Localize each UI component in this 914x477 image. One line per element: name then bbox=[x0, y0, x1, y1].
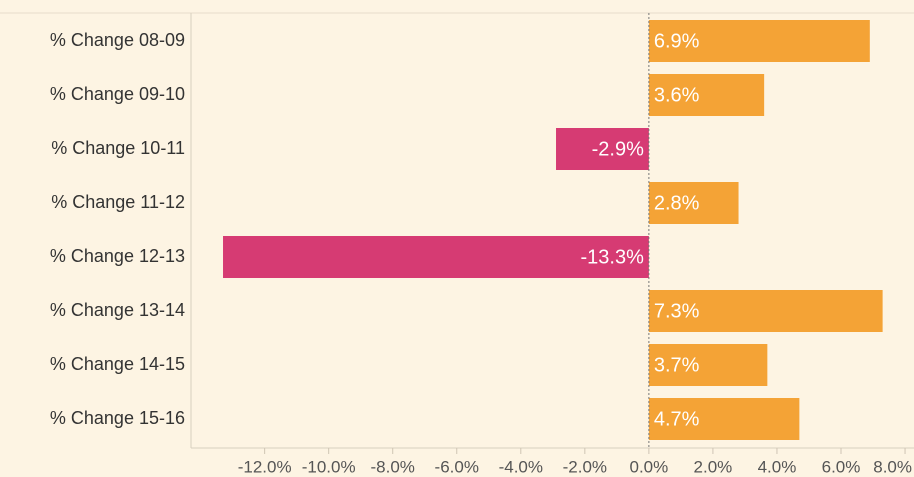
x-tick-label: -4.0% bbox=[499, 457, 543, 476]
x-tick-label: -6.0% bbox=[435, 457, 479, 476]
category-label: % Change 11-12 bbox=[51, 192, 185, 212]
x-tick-label: -2.0% bbox=[563, 457, 607, 476]
category-label: % Change 09-10 bbox=[50, 84, 185, 104]
bar bbox=[648, 344, 768, 386]
x-tick-label: -12.0% bbox=[238, 457, 292, 476]
category-label: % Change 10-11 bbox=[51, 138, 185, 158]
category-label: % Change 13-14 bbox=[50, 300, 185, 320]
bar bbox=[648, 290, 883, 332]
value-label: 6.9% bbox=[654, 30, 700, 52]
x-tick-label: -8.0% bbox=[371, 457, 415, 476]
value-label: -13.3% bbox=[581, 246, 645, 268]
value-label: 2.8% bbox=[654, 192, 700, 214]
x-tick-label: 4.0% bbox=[758, 457, 797, 476]
bar bbox=[648, 182, 739, 224]
category-label: % Change 12-13 bbox=[50, 246, 185, 266]
x-tick-label: 6.0% bbox=[822, 457, 861, 476]
bar bbox=[648, 20, 870, 62]
value-label: -2.9% bbox=[592, 138, 644, 160]
category-label: % Change 14-15 bbox=[50, 354, 185, 374]
x-tick-label: -10.0% bbox=[302, 457, 356, 476]
x-tick-label: 0.0% bbox=[630, 457, 669, 476]
value-label: 7.3% bbox=[654, 300, 700, 322]
bar bbox=[223, 236, 649, 278]
category-label: % Change 08-09 bbox=[50, 30, 185, 50]
bar bbox=[556, 128, 649, 170]
category-label: % Change 15-16 bbox=[50, 408, 185, 428]
bar bbox=[648, 74, 765, 116]
x-tick-label: 8.0% bbox=[873, 457, 912, 476]
value-label: 3.6% bbox=[654, 84, 700, 106]
value-label: 4.7% bbox=[654, 408, 700, 430]
x-tick-label: 2.0% bbox=[694, 457, 733, 476]
bar bbox=[648, 398, 800, 440]
value-label: 3.7% bbox=[654, 354, 700, 376]
